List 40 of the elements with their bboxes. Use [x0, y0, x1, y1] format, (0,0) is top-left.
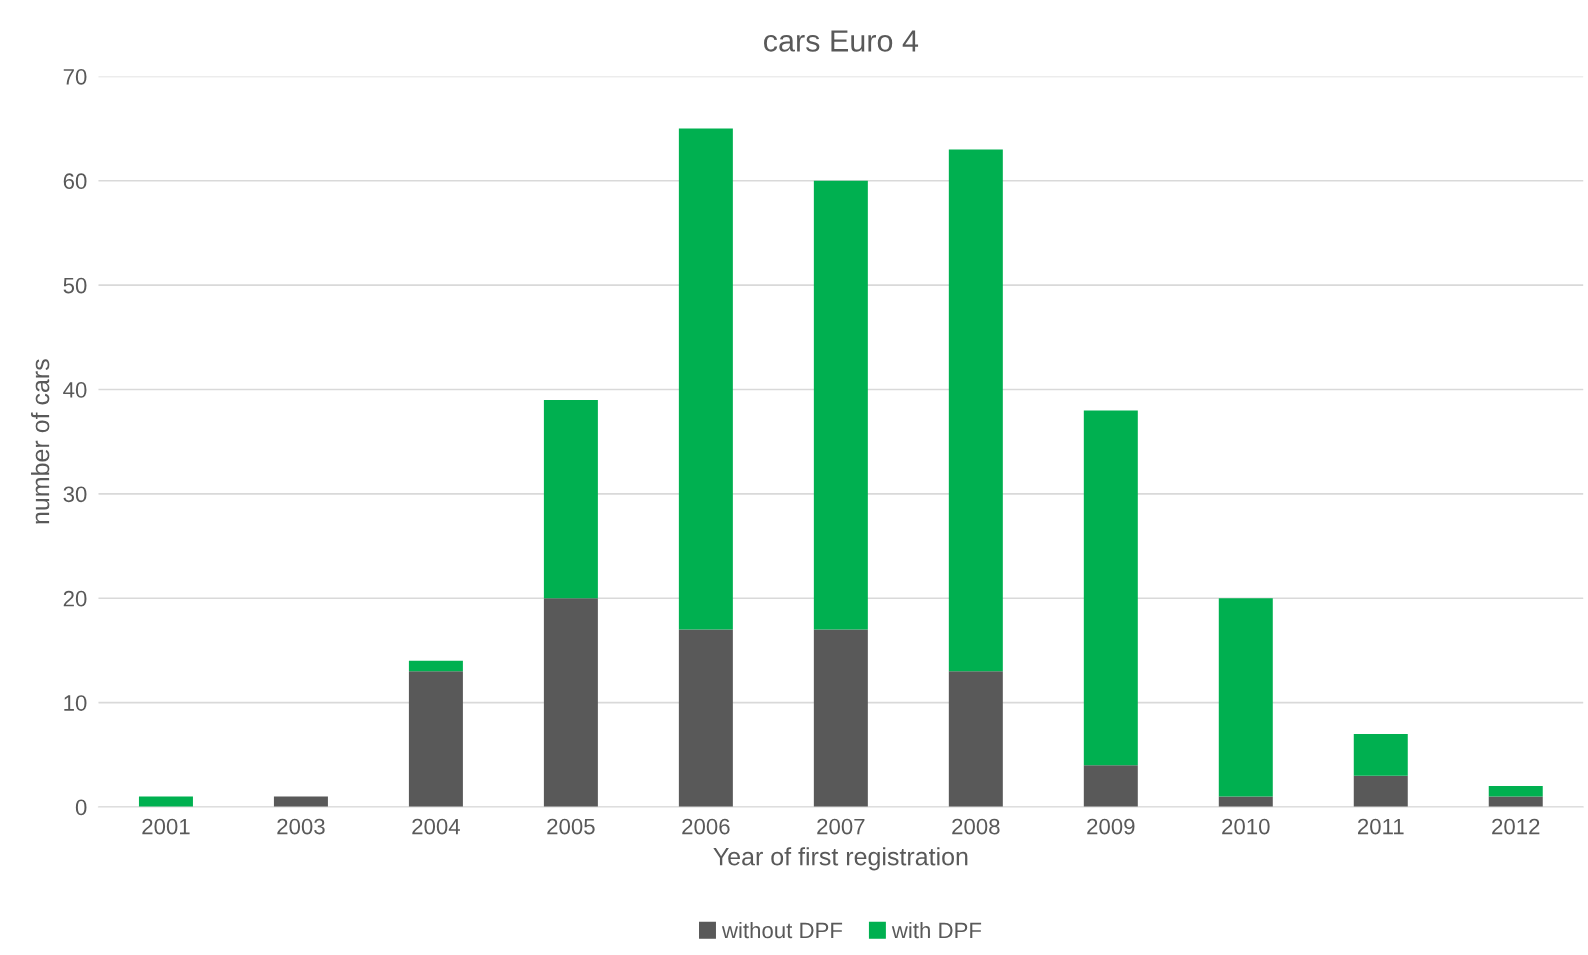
y-tick-label: 30: [63, 486, 87, 503]
x-tick-label: 2009: [1087, 818, 1135, 835]
bar: [1353, 733, 1408, 776]
legend-label: with DPF: [891, 921, 982, 939]
y-tick-label: 20: [63, 590, 87, 607]
y-tick-label: 10: [64, 695, 87, 711]
bar: [813, 180, 868, 630]
chart-title: cars Euro 4: [764, 30, 919, 52]
bar: [678, 629, 733, 807]
bar: [1353, 775, 1408, 807]
bar: [543, 399, 598, 599]
x-tick-label: 2003: [277, 818, 325, 835]
y-tick-label: 0: [75, 799, 87, 816]
x-axis-title: Year of first registration: [713, 847, 968, 871]
x-tick-label: 2004: [412, 818, 460, 835]
bar: [543, 598, 598, 807]
x-tick-label: 2012: [1492, 818, 1540, 835]
legend-label: without DPF: [721, 921, 843, 939]
bar: [408, 660, 463, 672]
x-tick-label: 2011: [1357, 818, 1404, 835]
bar: [1083, 410, 1138, 766]
bar: [948, 671, 1003, 807]
x-tick-label: 2006: [682, 818, 730, 835]
bar: [1083, 765, 1138, 807]
bar: [678, 128, 733, 630]
y-tick-label: 70: [63, 68, 87, 85]
x-tick-label: 2008: [952, 818, 1000, 835]
bar: [408, 671, 463, 807]
bar: [1488, 786, 1543, 797]
x-tick-label: 2001: [142, 818, 190, 835]
y-axis-title: number of cars: [30, 359, 50, 524]
y-tick-label: 60: [63, 173, 87, 190]
bar: [1218, 598, 1273, 797]
y-tick-label: 40: [63, 382, 87, 398]
x-tick-label: 2007: [817, 818, 865, 835]
x-tick-label: 2010: [1222, 818, 1270, 835]
y-tick-label: 50: [63, 277, 87, 294]
bar: [813, 629, 868, 807]
x-tick-label: 2005: [547, 818, 595, 835]
bar: [948, 149, 1003, 672]
